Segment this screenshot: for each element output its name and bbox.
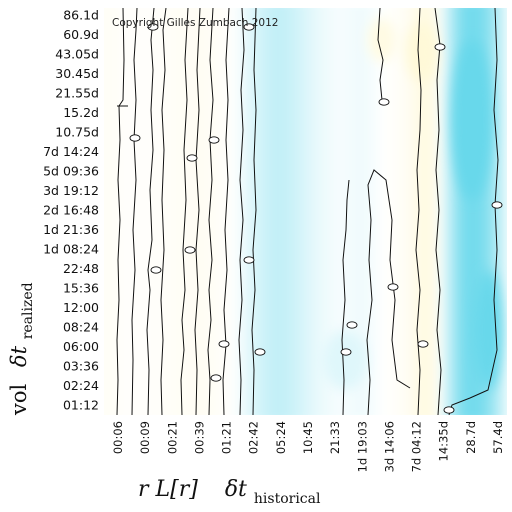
contour-label-marker — [218, 340, 230, 348]
contour-lines — [116, 8, 503, 415]
contour-line — [341, 179, 350, 415]
contour-label-marker — [346, 321, 358, 329]
y-tick-label: 03:36 — [63, 359, 99, 374]
y-tick-label: 43.05d — [55, 47, 99, 62]
y-tick-label: 86.1d — [63, 8, 99, 23]
contour-line — [180, 8, 189, 415]
y-tick-label: 3d 19:12 — [43, 183, 99, 198]
y-tick-label: 2d 16:48 — [43, 203, 99, 218]
y-tick-label: 22:48 — [63, 261, 99, 276]
x-axis-symbol: δt — [225, 477, 247, 502]
x-tick-label: 57.4d — [491, 421, 505, 454]
contour-label-marker — [254, 348, 266, 356]
y-tick-label: 01:12 — [63, 398, 99, 413]
contour-label-marker — [186, 154, 198, 162]
x-axis-function: r L[r] — [138, 477, 198, 502]
contour-line — [131, 8, 138, 415]
contour-line — [146, 8, 155, 415]
contour-line — [251, 8, 257, 415]
y-tick-label: 12:00 — [63, 300, 99, 315]
contour-line — [222, 8, 230, 415]
y-tick-label: 1d 08:24 — [43, 242, 99, 257]
x-tick-labels: 00:06 00:09 00:21 00:39 01:21 02:42 05:24 10:45… — [111, 421, 505, 472]
y-tick-label: 30.45d — [55, 66, 99, 81]
x-tick-label: 7d 04:12 — [410, 421, 424, 472]
copyright-note: Copyright Gilles Zumbach 2012 — [112, 17, 278, 29]
x-tick-label: 00:39 — [192, 421, 206, 454]
y-tick-label: 02:24 — [63, 378, 99, 393]
y-axis-subscript: realized — [20, 282, 36, 339]
contour-line — [238, 8, 245, 415]
contour-line — [116, 8, 125, 415]
contour-label-marker — [147, 23, 159, 31]
x-tick-label: 00:09 — [138, 421, 152, 454]
y-tick-label: 7d 14:24 — [43, 144, 99, 159]
x-tick-label: 1d 19:03 — [355, 421, 369, 472]
x-tick-label: 28.7d — [464, 421, 478, 454]
x-axis-title: r L[r] δt historical — [138, 477, 321, 507]
y-axis-title: vol δt realized — [7, 282, 36, 416]
contour-label-marker — [387, 283, 399, 291]
contour-line — [160, 8, 167, 415]
y-tick-label: 15:36 — [63, 281, 99, 296]
heatmap-surface — [104, 8, 507, 415]
x-tick-label: 05:24 — [274, 421, 288, 454]
x-tick-label: 14:35d — [437, 421, 451, 461]
contour-line — [434, 8, 442, 415]
contour-label-marker — [443, 406, 455, 414]
contour-label-marker — [150, 266, 162, 274]
y-axis-symbol: δt — [7, 345, 31, 367]
contour-label-marker — [184, 246, 196, 254]
contour-label-marker — [417, 340, 429, 348]
y-tick-label: 60.9d — [63, 27, 99, 42]
contour-label-marker — [210, 374, 222, 382]
x-tick-label: 21:33 — [328, 421, 342, 454]
x-tick-label: 01:21 — [220, 421, 234, 454]
contour-label-marker — [434, 43, 446, 51]
x-tick-label: 00:21 — [165, 421, 179, 454]
contour-label-marker — [340, 348, 352, 356]
y-tick-label: 06:00 — [63, 339, 99, 354]
y-tick-labels: 86.1d 60.9d 43.05d 30.45d 21.55d 15.2d 10.75d 7… — [43, 8, 99, 413]
y-tick-label: 1d 21:36 — [43, 222, 99, 237]
y-tick-label: 21.55d — [55, 86, 99, 101]
contour-line — [194, 8, 201, 415]
y-tick-label: 15.2d — [63, 105, 99, 120]
contour-label-marker — [129, 134, 141, 142]
contour-line — [366, 169, 411, 415]
contour-label-marker — [378, 98, 390, 106]
y-tick-label: 08:24 — [63, 320, 99, 335]
x-tick-label: 3d 14:06 — [382, 421, 396, 472]
y-tick-label: 5d 09:36 — [43, 164, 99, 179]
svg-text:vol δt realized: vol δt realized — [7, 282, 36, 416]
contour-line — [377, 8, 384, 101]
contour-label-marker — [243, 23, 255, 31]
y-tick-label: 10.75d — [55, 125, 99, 140]
x-tick-label: 00:06 — [111, 421, 125, 454]
contour-label-marker — [491, 201, 503, 209]
y-axis-prefix: vol — [7, 383, 31, 416]
contour-label-marker — [243, 256, 255, 264]
contour-label-marker — [208, 136, 220, 144]
x-tick-label: 02:42 — [247, 421, 261, 454]
contour-line — [448, 8, 499, 415]
x-axis-subscript: historical — [254, 491, 321, 507]
contour-line — [207, 8, 214, 415]
x-tick-label: 10:45 — [301, 421, 315, 454]
